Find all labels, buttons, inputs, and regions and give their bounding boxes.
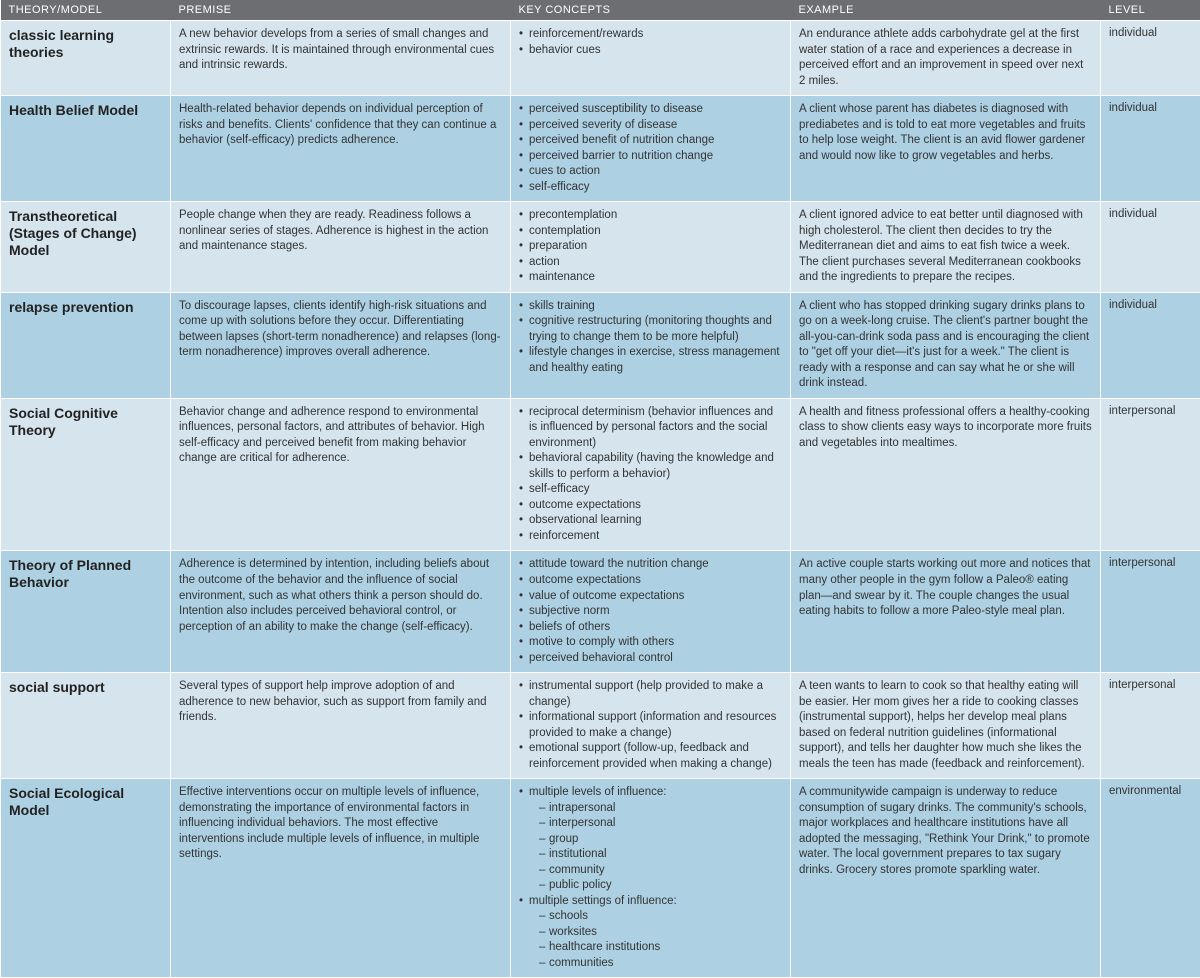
theory-cell: relapse prevention [1,292,171,398]
example-cell: A client who has stopped drinking sugary… [791,292,1101,398]
theory-cell: social support [1,673,171,779]
key-concept-item: beliefs of others [519,620,782,636]
key-concept-item: lifestyle changes in exercise, stress ma… [519,345,782,376]
key-concept-item: reciprocal determinism (behavior influen… [519,405,782,452]
key-concepts-cell: perceived susceptibility to diseaseperce… [511,96,791,202]
key-concept-subitem: public policy [539,878,782,894]
key-concepts-cell: reciprocal determinism (behavior influen… [511,398,791,551]
premise-cell: A new behavior develops from a series of… [171,21,511,96]
header-premise: PREMISE [171,0,511,21]
key-concept-item: reinforcement/rewards [519,27,782,43]
key-concept-item: behavior cues [519,43,782,59]
premise-cell: Behavior change and adherence respond to… [171,398,511,551]
table-row: Health Belief ModelHealth-related behavi… [1,96,1200,202]
header-key: KEY CONCEPTS [511,0,791,21]
key-concept-item: emotional support (follow-up, feedback a… [519,741,782,772]
level-cell: individual [1101,21,1200,96]
example-cell: A client ignored advice to eat better un… [791,202,1101,293]
key-concept-subitem: communities [539,956,782,972]
key-concept-subitem: schools [539,909,782,925]
key-concepts-cell: multiple levels of influence:intraperson… [511,779,791,978]
key-concepts-cell: attitude toward the nutrition changeoutc… [511,551,791,673]
key-concept-subitem: interpersonal [539,816,782,832]
theory-cell: Social Ecological Model [1,779,171,978]
key-concept-item: subjective norm [519,604,782,620]
example-cell: A health and fitness professional offers… [791,398,1101,551]
level-cell: interpersonal [1101,673,1200,779]
premise-cell: To discourage lapses, clients identify h… [171,292,511,398]
table-row: social supportSeveral types of support h… [1,673,1200,779]
key-concept-subitem: community [539,863,782,879]
key-concept-subitem: group [539,832,782,848]
table-row: Theory of Planned BehaviorAdherence is d… [1,551,1200,673]
theory-cell: classic learning theories [1,21,171,96]
key-concept-item: outcome expectations [519,498,782,514]
key-concept-item: skills training [519,299,782,315]
key-concept-item: perceived benefit of nutrition change [519,133,782,149]
theories-table: THEORY/MODEL PREMISE KEY CONCEPTS EXAMPL… [0,0,1200,978]
key-concepts-cell: skills trainingcognitive restructuring (… [511,292,791,398]
key-concept-item: cognitive restructuring (monitoring thou… [519,314,782,345]
level-cell: interpersonal [1101,398,1200,551]
header-example: EXAMPLE [791,0,1101,21]
table-row: Transtheoretical (Stages of Change) Mode… [1,202,1200,293]
table-row: Social Cognitive TheoryBehavior change a… [1,398,1200,551]
key-concept-item: reinforcement [519,529,782,545]
table-row: relapse preventionTo discourage lapses, … [1,292,1200,398]
header-level: LEVEL [1101,0,1200,21]
key-concept-item: informational support (information and r… [519,710,782,741]
theory-cell: Transtheoretical (Stages of Change) Mode… [1,202,171,293]
example-cell: A teen wants to learn to cook so that he… [791,673,1101,779]
premise-cell: Several types of support help improve ad… [171,673,511,779]
example-cell: A client whose parent has diabetes is di… [791,96,1101,202]
table-row: classic learning theoriesA new behavior … [1,21,1200,96]
key-concept-item: perceived severity of disease [519,118,782,134]
key-concepts-cell: reinforcement/rewardsbehavior cues [511,21,791,96]
key-concept-item: attitude toward the nutrition change [519,557,782,573]
key-concepts-cell: precontemplationcontemplationpreparation… [511,202,791,293]
premise-cell: Effective interventions occur on multipl… [171,779,511,978]
key-concept-subitem: institutional [539,847,782,863]
key-concept-subitem: healthcare institutions [539,940,782,956]
key-concept-item: contemplation [519,224,782,240]
key-concept-item: behavioral capability (having the knowle… [519,451,782,482]
level-cell: interpersonal [1101,551,1200,673]
key-concept-group: multiple levels of influence:intraperson… [519,785,782,894]
key-concept-item: perceived behavioral control [519,651,782,667]
key-concept-item: cues to action [519,164,782,180]
key-concept-subitem: worksites [539,925,782,941]
level-cell: individual [1101,96,1200,202]
key-concept-item: self-efficacy [519,482,782,498]
header-theory: THEORY/MODEL [1,0,171,21]
key-concept-item: instrumental support (help provided to m… [519,679,782,710]
key-concept-group: multiple settings of influence:schoolswo… [519,894,782,972]
premise-cell: Adherence is determined by intention, in… [171,551,511,673]
key-concept-subitem: intrapersonal [539,801,782,817]
key-concepts-cell: instrumental support (help provided to m… [511,673,791,779]
key-concept-item: precontemplation [519,208,782,224]
theory-cell: Social Cognitive Theory [1,398,171,551]
theory-cell: Theory of Planned Behavior [1,551,171,673]
key-concept-item: motive to comply with others [519,635,782,651]
level-cell: individual [1101,202,1200,293]
key-concept-item: outcome expectations [519,573,782,589]
premise-cell: People change when they are ready. Readi… [171,202,511,293]
table-row: Social Ecological ModelEffective interve… [1,779,1200,978]
level-cell: environmental [1101,779,1200,978]
premise-cell: Health-related behavior depends on indiv… [171,96,511,202]
key-concept-item: maintenance [519,270,782,286]
header-row: THEORY/MODEL PREMISE KEY CONCEPTS EXAMPL… [1,0,1200,21]
theory-cell: Health Belief Model [1,96,171,202]
key-concept-item: value of outcome expectations [519,589,782,605]
key-concept-item: perceived susceptibility to disease [519,102,782,118]
example-cell: An active couple starts working out more… [791,551,1101,673]
key-concept-item: self-efficacy [519,180,782,196]
example-cell: An endurance athlete adds carbohydrate g… [791,21,1101,96]
key-concept-item: perceived barrier to nutrition change [519,149,782,165]
example-cell: A communitywide campaign is underway to … [791,779,1101,978]
key-concept-item: observational learning [519,513,782,529]
level-cell: individual [1101,292,1200,398]
key-concept-item: action [519,255,782,271]
key-concept-item: preparation [519,239,782,255]
